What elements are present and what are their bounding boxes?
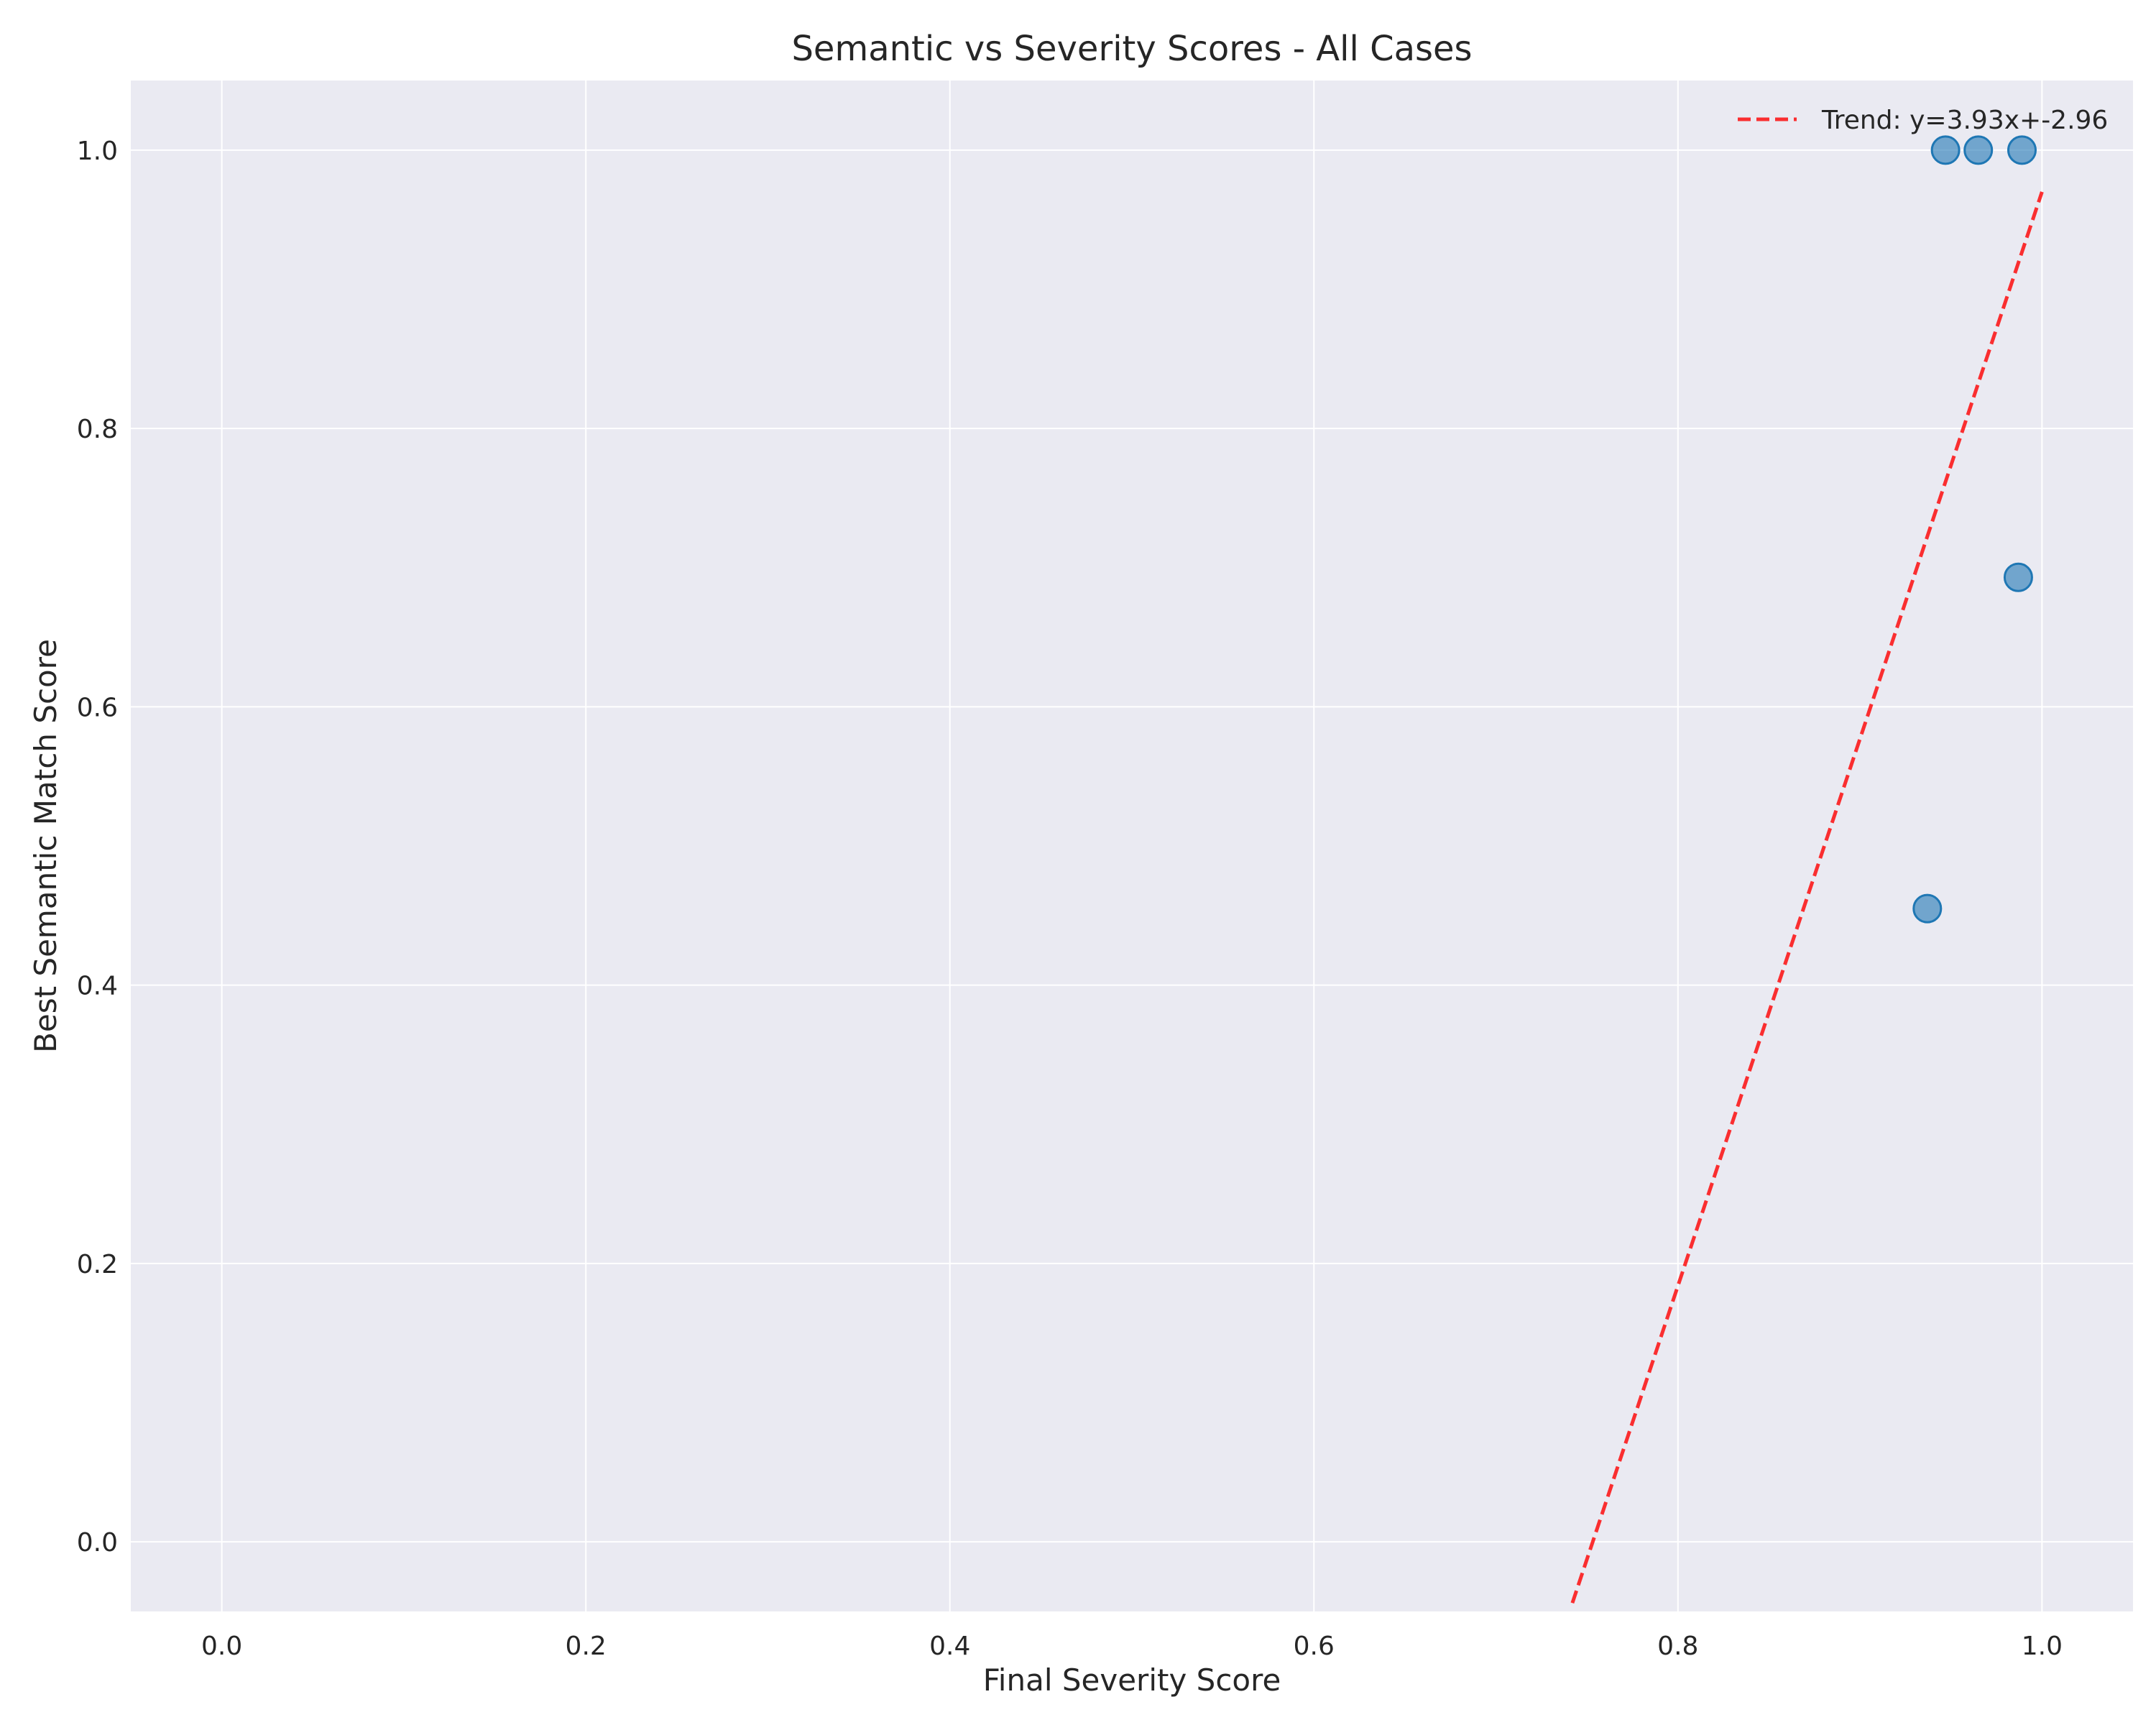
x-axis-label: Final Severity Score — [983, 1662, 1281, 1698]
scatter-point — [1930, 135, 1961, 165]
points-layer — [1912, 135, 2037, 924]
y-axis-label: Best Semantic Match Score — [28, 639, 63, 1053]
grid-lines — [131, 80, 2133, 1611]
trend-layer — [1570, 191, 2044, 1604]
legend-trend-label: Trend: y=3.93x+-2.96 — [1821, 106, 2108, 135]
y-tick-label: 0.6 — [77, 693, 118, 722]
trend-line — [1570, 191, 2044, 1604]
scatter-point — [2003, 562, 2033, 592]
scatter-point — [1912, 893, 1943, 924]
scatter-point — [2007, 135, 2037, 165]
x-tick-label: 0.4 — [929, 1632, 970, 1661]
legend: Trend: y=3.93x+-2.96 — [1738, 106, 2108, 135]
scatter-point — [1963, 135, 1994, 165]
x-tick-label: 0.2 — [566, 1632, 607, 1661]
x-tick-label: 0.0 — [201, 1632, 242, 1661]
x-tick-label: 0.8 — [1657, 1632, 1698, 1661]
y-tick-label: 1.0 — [77, 137, 118, 166]
y-tick-label: 0.8 — [77, 415, 118, 444]
y-tick-label: 0.2 — [77, 1250, 118, 1279]
x-tick-label: 1.0 — [2022, 1632, 2063, 1661]
x-tick-label: 0.6 — [1294, 1632, 1335, 1661]
y-tick-label: 0.0 — [77, 1528, 118, 1558]
y-tick-label: 0.4 — [77, 972, 118, 1001]
y-tick-labels: 0.0 0.2 0.4 0.6 0.8 1.0 — [77, 137, 118, 1558]
plot-background — [131, 80, 2133, 1611]
x-tick-labels: 0.0 0.2 0.4 0.6 0.8 1.0 — [201, 1632, 2063, 1661]
chart-title: Semantic vs Severity Scores - All Cases — [791, 29, 1472, 69]
